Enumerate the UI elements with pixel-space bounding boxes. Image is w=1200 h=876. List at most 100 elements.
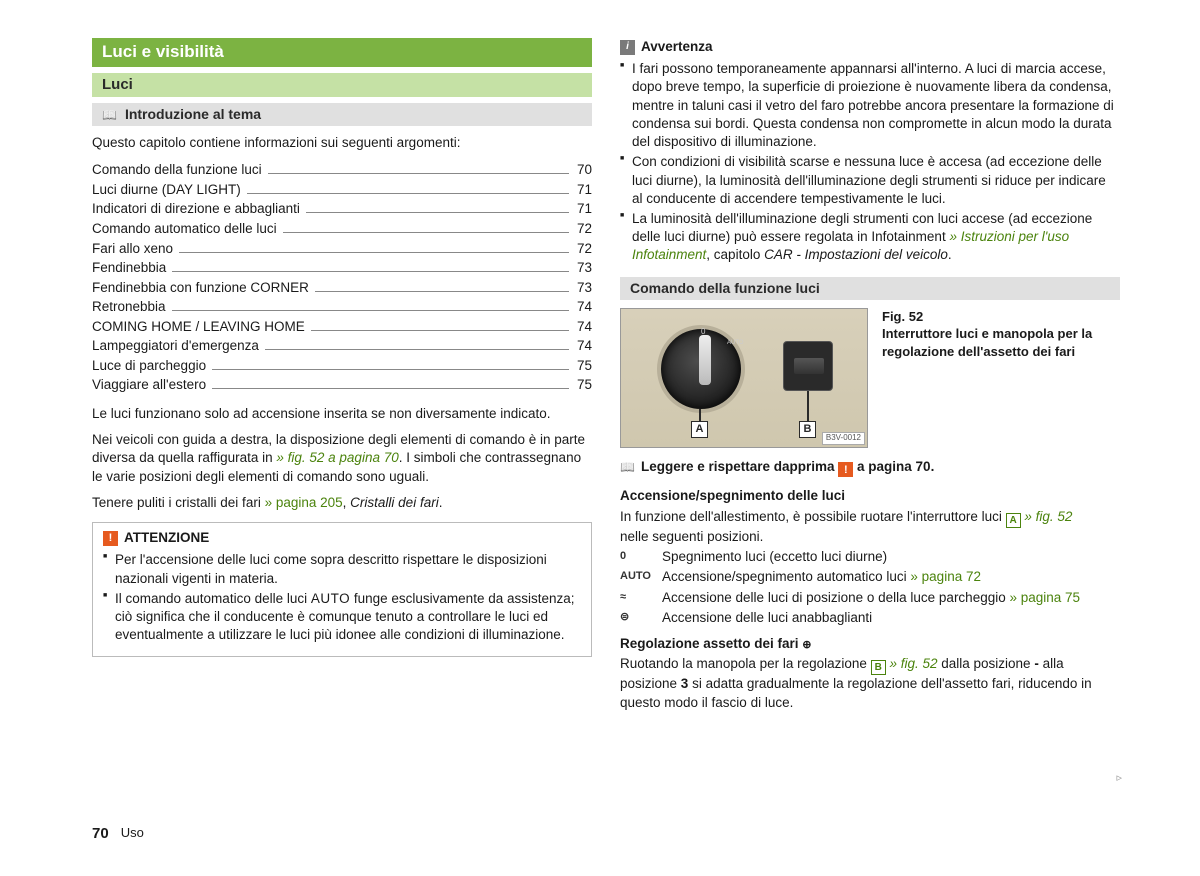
toc-label: Retronebbia: [92, 297, 166, 317]
info-bullet-3: La luminosità dell'illuminazione degli s…: [620, 210, 1120, 265]
paragraph-1: Le luci funzionano solo ad accensione in…: [92, 405, 592, 423]
toc-leader: [179, 252, 569, 253]
left-column: Luci e visibilità Luci Introduzione al t…: [92, 38, 592, 712]
toc-page: 74: [573, 317, 592, 337]
paragraph-3: Tenere puliti i cristalli dei fari » pag…: [92, 494, 592, 512]
toc-row: Viaggiare all'estero 75: [92, 375, 592, 395]
light-switch-dial: 0 AUTO: [657, 325, 745, 413]
toc-page: 72: [573, 219, 592, 239]
warning-icon: !: [103, 531, 118, 546]
toc-page: 75: [573, 375, 592, 395]
callout-a: A: [691, 421, 708, 438]
fig-ref: » fig. 52: [1021, 509, 1073, 524]
switch-position-text: Accensione delle luci anabbaglianti: [662, 609, 872, 627]
dial-mark-0: 0: [701, 327, 705, 338]
page-ref: » pagina 205: [265, 495, 343, 510]
toc-label: Comando automatico delle luci: [92, 219, 277, 239]
toc-row: Retronebbia 74: [92, 297, 592, 317]
toc-page: 73: [573, 258, 592, 278]
toc-label: Viaggiare all'estero: [92, 375, 206, 395]
heading-3-intro: Introduzione al tema: [92, 103, 592, 126]
paragraph-3-a: Tenere puliti i cristalli dei fari: [92, 495, 265, 510]
switch-position-symbol: AUTO: [620, 568, 652, 586]
figure-caption: Fig. 52 Interruttore luci e manopola per…: [882, 308, 1120, 448]
toc-label: Luce di parcheggio: [92, 356, 206, 376]
callout-b-inline: B: [871, 660, 886, 675]
toc-leader: [172, 271, 569, 272]
image-code: B3V-0012: [822, 432, 865, 445]
car-chapter: CAR - Impostazioni del veicolo: [764, 247, 948, 262]
toc-page: 70: [573, 160, 592, 180]
heading-1: Luci e visibilità: [92, 38, 592, 67]
section-name: Uso: [121, 824, 144, 844]
continue-arrow-icon: ▹: [1116, 771, 1122, 786]
attention-bullet-2: Il comando automatico delle luci AUTO fu…: [103, 590, 581, 645]
info-icon: i: [620, 40, 635, 55]
book-icon: [620, 458, 635, 476]
toc-leader: [283, 232, 569, 233]
toc-label: COMING HOME / LEAVING HOME: [92, 317, 305, 337]
beam-paragraph: Ruotando la manopola per la regolazione …: [620, 655, 1120, 712]
toc-leader: [315, 291, 569, 292]
figure-number: Fig. 52: [882, 308, 1120, 326]
paragraph-3-c: Cristalli dei fari: [350, 495, 439, 510]
toc-label: Fendinebbia con funzione CORNER: [92, 278, 309, 298]
toc-row: Luci diurne (DAY LIGHT)71: [92, 180, 592, 200]
switch-position-text: Spegnimento luci (eccetto luci diurne): [662, 548, 887, 566]
toc-leader: [247, 193, 569, 194]
table-of-contents: Comando della funzione luci70Luci diurne…: [92, 160, 592, 395]
read-first-b: a pagina 70.: [853, 459, 934, 474]
fig-ref: » fig. 52: [886, 656, 938, 671]
onoff-intro: In funzione dell'allestimento, è possibi…: [620, 508, 1120, 546]
switch-position-row: ⊜Accensione delle luci anabbaglianti: [620, 609, 1120, 627]
switch-position-row: 0 Spegnimento luci (eccetto luci diurne): [620, 548, 1120, 566]
attention-box: ! ATTENZIONE Per l'accensione delle luci…: [92, 522, 592, 657]
auto-code: AUTO: [311, 591, 350, 606]
toc-leader: [265, 349, 569, 350]
toc-leader: [311, 330, 569, 331]
callout-line-b: [807, 391, 809, 421]
toc-row: Comando automatico delle luci 72: [92, 219, 592, 239]
callout-line-a: [699, 409, 701, 421]
paragraph-2: Nei veicoli con guida a destra, la dispo…: [92, 431, 592, 486]
info-head: i Avvertenza: [620, 38, 1120, 56]
toc-label: Comando della funzione luci: [92, 160, 262, 180]
switch-position-row: ≈ Accensione delle luci di posizione o de…: [620, 589, 1120, 607]
toc-page: 71: [573, 199, 592, 219]
info-bullet-1: I fari possono temporaneamente appannars…: [620, 60, 1120, 151]
onoff-head: Accensione/spegnimento delle luci: [620, 487, 1120, 505]
switch-position-symbol: 0: [620, 548, 652, 566]
figure-caption-text: Interruttore luci e manopola per la rego…: [882, 325, 1120, 360]
toc-leader: [172, 310, 569, 311]
heading-3-intro-text: Introduzione al tema: [125, 105, 261, 124]
toc-row: Comando della funzione luci 70: [92, 160, 592, 180]
callout-a-inline: A: [1006, 513, 1021, 528]
callout-b: B: [799, 421, 816, 438]
intro-text: Questo capitolo contiene informazioni su…: [92, 134, 592, 152]
warning-icon: !: [838, 462, 853, 477]
read-first-a: Leggere e rispettare dapprima: [641, 459, 838, 474]
figure-image: 0 AUTO A B B3V-0012: [620, 308, 868, 448]
switch-position-symbol: ≈: [620, 589, 652, 607]
toc-page: 72: [573, 239, 592, 259]
book-icon: [102, 105, 117, 124]
toc-page: 74: [573, 336, 592, 356]
toc-page: 75: [573, 356, 592, 376]
headlight-range-knob: [783, 341, 833, 391]
attention-bullet-1: Per l'accensione delle luci come sopra d…: [103, 551, 581, 587]
attention-head: ! ATTENZIONE: [103, 529, 581, 547]
toc-label: Luci diurne (DAY LIGHT): [92, 180, 241, 200]
toc-row: COMING HOME / LEAVING HOME 74: [92, 317, 592, 337]
paragraph-3-d: .: [439, 495, 443, 510]
figure-wrap: 0 AUTO A B B3V-0012 Fig. 52 Interruttore…: [620, 308, 1120, 448]
toc-leader: [306, 212, 569, 213]
toc-page: 74: [573, 297, 592, 317]
switch-position-text: Accensione/spegnimento automatico luci »…: [662, 568, 981, 586]
toc-row: Fendinebbia73: [92, 258, 592, 278]
attention-title: ATTENZIONE: [124, 529, 209, 547]
info-title: Avvertenza: [641, 38, 713, 56]
toc-row: Indicatori di direzione e abbaglianti71: [92, 199, 592, 219]
page-ref: » pagina 75: [1009, 590, 1080, 605]
switch-position-text: Accensione delle luci di posizione o del…: [662, 589, 1080, 607]
toc-row: Fari allo xeno72: [92, 239, 592, 259]
